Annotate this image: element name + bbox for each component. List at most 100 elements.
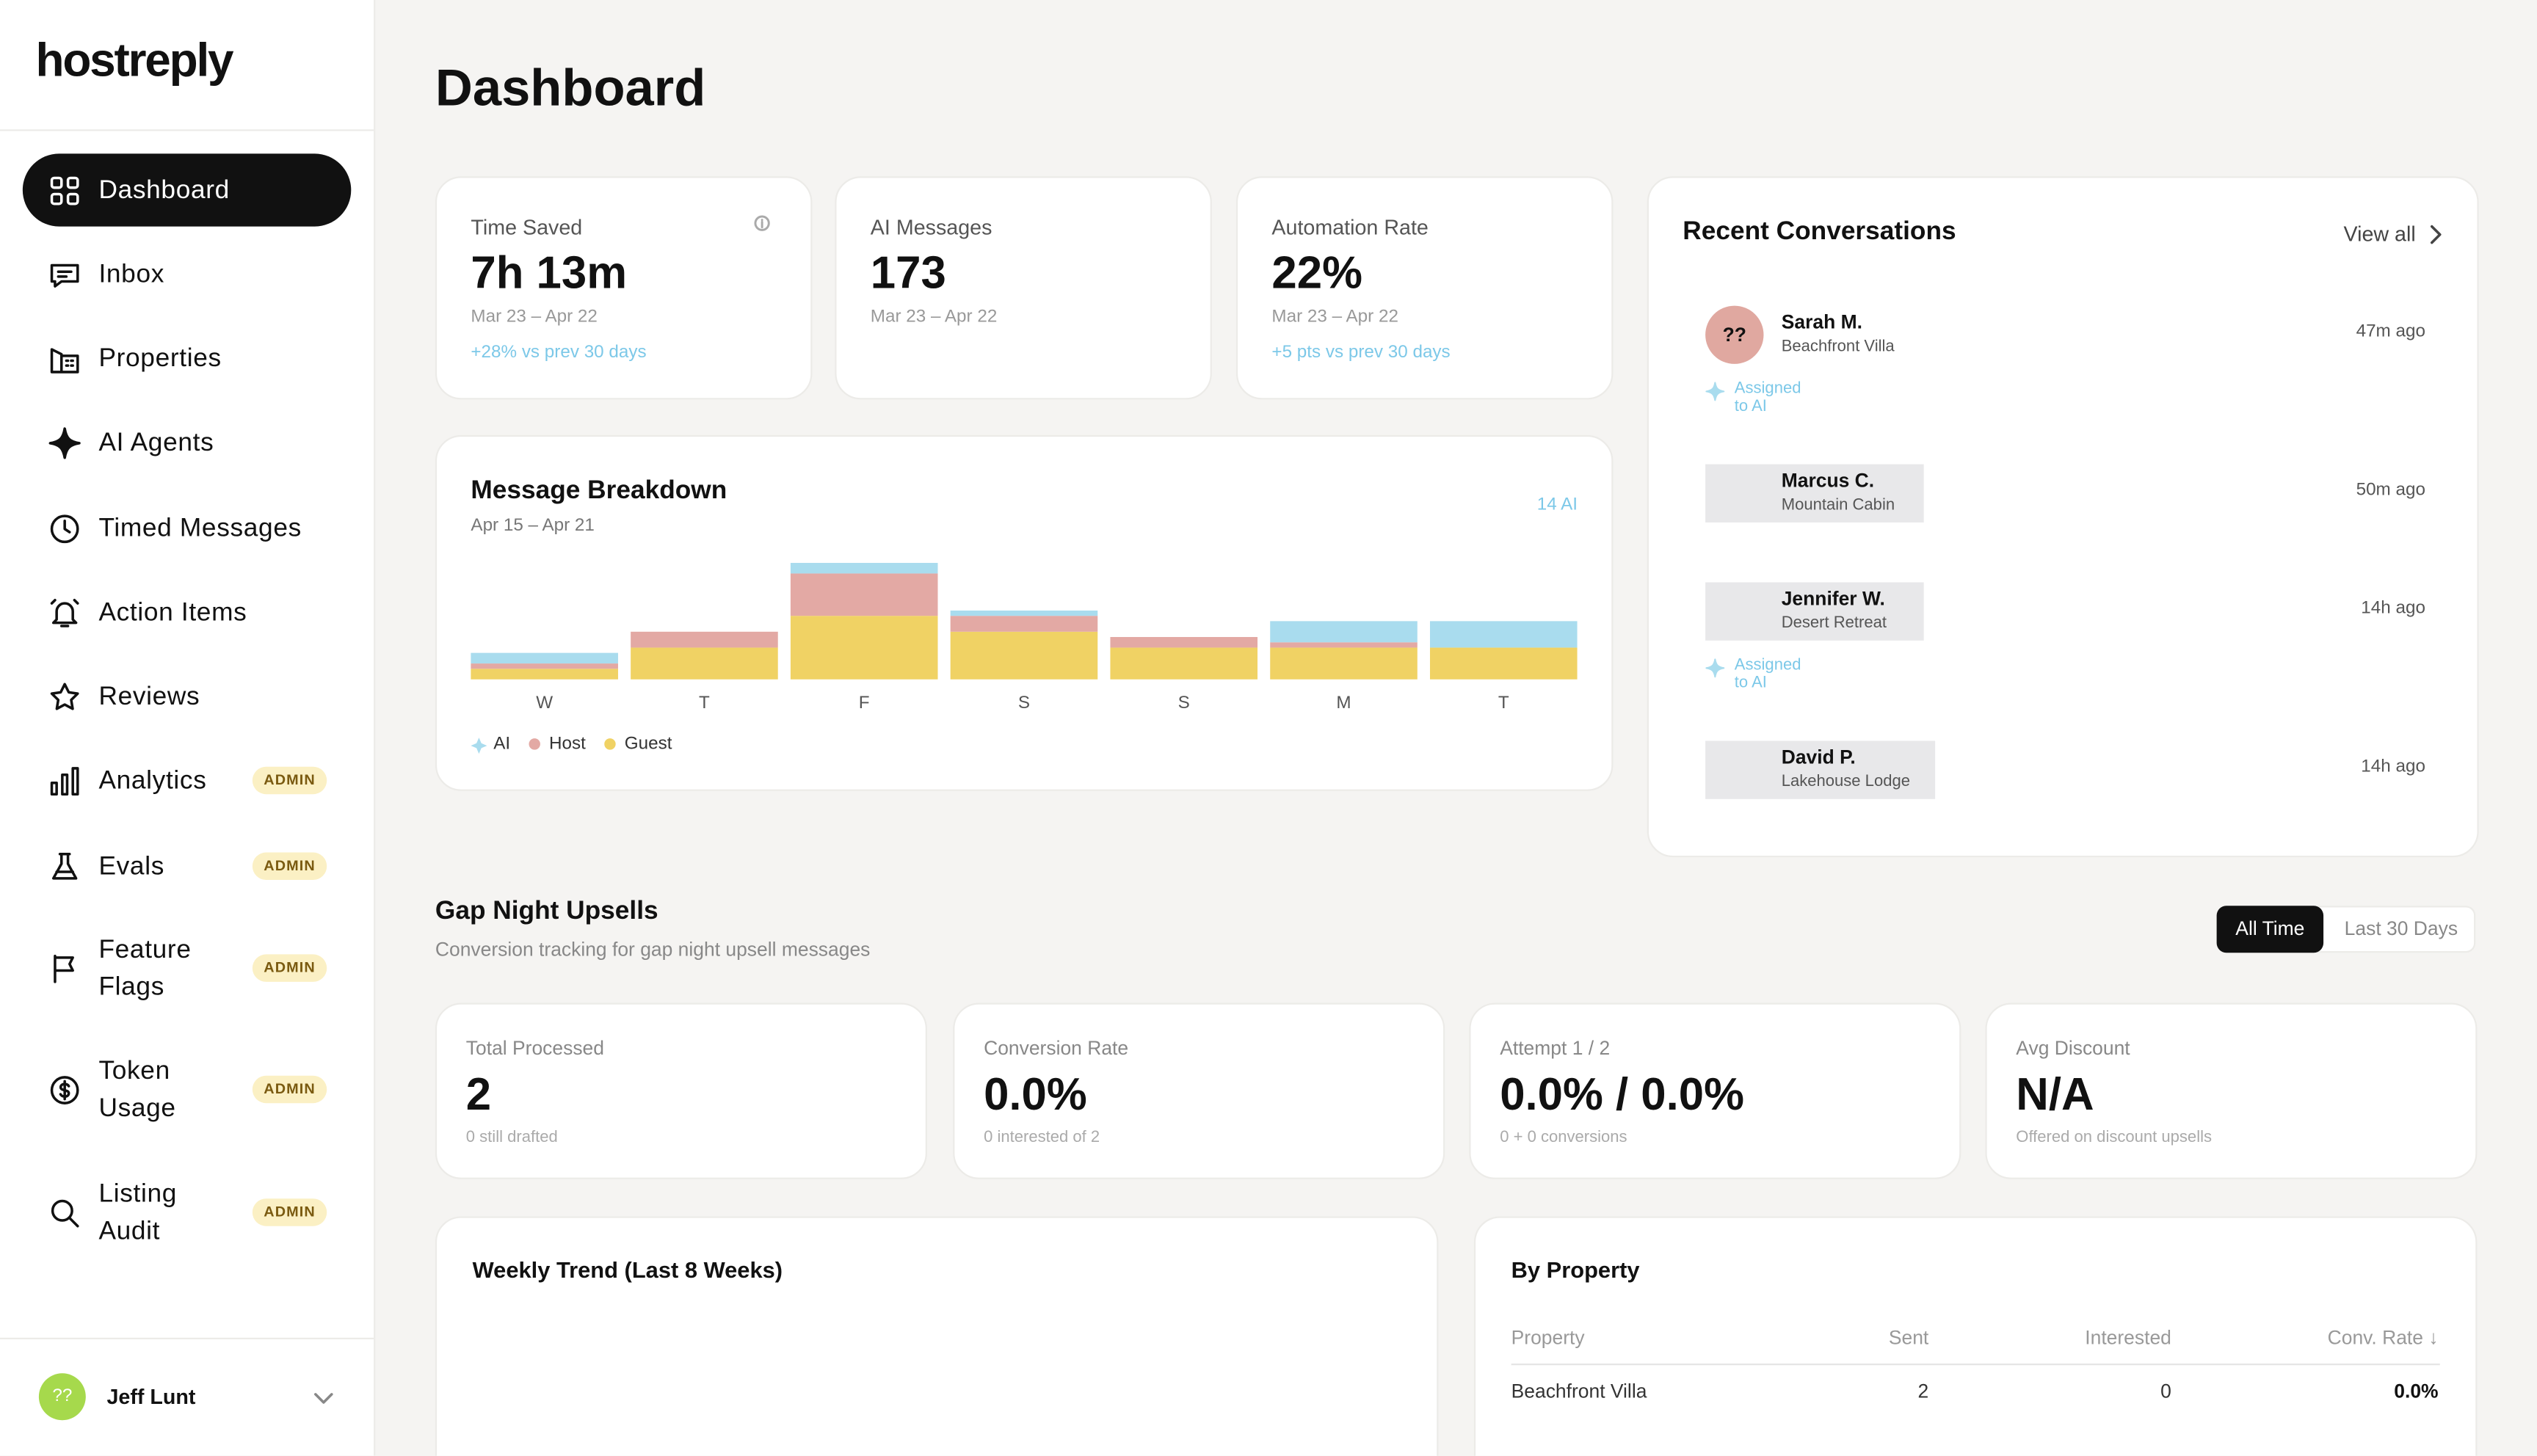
bar-segment <box>631 647 778 680</box>
nav-item[interactable]: Reviews <box>23 660 351 732</box>
nav-label: Dashboard <box>98 176 230 204</box>
icon <box>54 953 74 983</box>
view-all-link[interactable]: View all <box>2343 221 2416 247</box>
nav-label: Reviews <box>98 682 200 710</box>
guest-name: Sarah M. <box>1781 310 1862 334</box>
bar-segment <box>1270 621 1418 643</box>
x-tick-label: T <box>1498 693 1509 713</box>
icon <box>50 514 79 543</box>
x-tick-label: W <box>536 693 553 713</box>
icon <box>1705 382 1725 401</box>
nav-item[interactable]: Feature Flags ADMIN <box>23 932 351 1005</box>
x-tick-label: M <box>1336 693 1351 713</box>
guest-name: Marcus C. <box>1781 469 1875 492</box>
nav-label: Listing Audit <box>98 1179 178 1245</box>
table-cell: 0 <box>2160 1380 2171 1402</box>
bar-segment <box>1429 647 1578 680</box>
icon <box>754 215 770 231</box>
nav-item[interactable]: Evals ADMIN <box>23 830 351 903</box>
nav-item[interactable]: Properties <box>23 322 351 395</box>
avatar-placeholder <box>1705 740 1935 799</box>
metric-card: Conversion Rate 0.0% 0 interested of 2 <box>953 1002 1445 1179</box>
conversation-row[interactable]: Jennifer W. Desert Retreat 14h ago <box>1705 580 2425 642</box>
bar-segment <box>471 663 618 669</box>
table-header: Interested <box>2085 1326 2171 1350</box>
card-title: Recent Conversations <box>1683 218 1956 247</box>
table-header: Property <box>1511 1326 1585 1350</box>
sidebar: hostreply Dashboard Inbox Properties AI Age… <box>0 0 376 1456</box>
admin-badge: ADMIN <box>252 954 327 982</box>
user-menu[interactable]: ?? Jeff Lunt <box>38 1372 346 1421</box>
nav-item[interactable]: Token Usage ADMIN <box>23 1053 351 1126</box>
admin-badge: ADMIN <box>252 766 327 795</box>
metric-label: Avg Discount <box>2016 1036 2130 1060</box>
stat-change: +28% vs prev 30 days <box>471 343 647 363</box>
icon <box>50 1075 79 1104</box>
table-header: Conv. Rate ↓ <box>2327 1326 2439 1350</box>
nav-label: Inbox <box>98 260 165 288</box>
stat-change: +5 pts vs prev 30 days <box>1271 343 1451 363</box>
user-avatar: ?? <box>38 1373 86 1421</box>
nav-label: Evals <box>98 852 164 881</box>
stat-label: Automation Rate <box>1271 215 1429 240</box>
nav-item[interactable]: Action Items <box>23 576 351 649</box>
bar-segment <box>471 669 618 680</box>
tab[interactable]: Last 30 Days <box>2344 917 2458 940</box>
table-cell: Beachfront Villa <box>1511 1380 1647 1402</box>
nav-label: AI Agents <box>98 429 214 456</box>
conversation-row[interactable]: Marcus C. Mountain Cabin 50m ago <box>1705 462 2425 524</box>
table-cell: 0.0% <box>2394 1380 2439 1402</box>
icon <box>50 263 79 287</box>
conversation-time: 50m ago <box>2356 480 2425 500</box>
metric-note: 0 still drafted <box>465 1129 558 1147</box>
time-range-tabs: All Time Last 30 Days <box>2216 906 2476 953</box>
conversation-time: 47m ago <box>2356 321 2425 342</box>
bar-segment <box>790 563 938 574</box>
nav-item[interactable]: Analytics ADMIN <box>23 744 351 817</box>
icon <box>51 1198 79 1227</box>
legend-label: Guest <box>625 733 672 753</box>
nav-label: Action Items <box>98 598 247 626</box>
tab[interactable]: All Time <box>2216 906 2324 953</box>
conversation-time: 14h ago <box>2361 598 2425 618</box>
stat-card: AI Messages 173 Mar 23 – Apr 22 <box>835 176 1212 400</box>
legend-marker <box>471 738 487 754</box>
nav-item[interactable]: Dashboard <box>22 153 352 227</box>
icon <box>50 347 79 373</box>
stat-value: 22% <box>1271 247 1362 298</box>
x-tick-label: F <box>859 693 870 713</box>
property-name: Desert Retreat <box>1781 614 1887 633</box>
admin-badge: ADMIN <box>252 1075 327 1104</box>
assigned-label: Assigned to AI <box>1734 656 1801 693</box>
conversation-row[interactable]: David P. Lakehouse Lodge 14h ago <box>1705 739 2425 801</box>
nav-item[interactable]: Inbox <box>23 238 351 310</box>
metric-value: N/A <box>2016 1069 2094 1120</box>
weekly-trend-card: Weekly Trend (Last 8 Weeks) <box>435 1216 1439 1456</box>
card-title: Weekly Trend (Last 8 Weeks) <box>472 1256 783 1283</box>
admin-badge: ADMIN <box>252 1198 327 1226</box>
legend-marker <box>529 738 540 750</box>
nav-label: Feature Flags <box>98 936 192 1001</box>
bar-segment <box>631 631 778 648</box>
card-title: Message Breakdown <box>471 477 727 505</box>
conversation-avatar: ?? <box>1705 305 1764 364</box>
message-breakdown-card: Message Breakdown Apr 15 – Apr 21 14 AI W T F… <box>435 434 1614 791</box>
bar-segment <box>471 652 618 664</box>
nav-item[interactable]: AI Agents <box>23 406 351 478</box>
nav-item[interactable]: Timed Messages <box>23 492 351 564</box>
icon <box>50 175 79 205</box>
bar-segment <box>1270 647 1418 680</box>
bar-segment <box>950 616 1098 632</box>
conversation-time: 14h ago <box>2361 757 2425 776</box>
nav-item[interactable]: Listing Audit ADMIN <box>23 1176 351 1248</box>
metric-note: 0 interested of 2 <box>984 1129 1100 1147</box>
by-property-card: By Property Property Sent Interested Conv. R… <box>1473 1216 2478 1456</box>
metric-note: 0 + 0 conversions <box>1500 1129 1627 1147</box>
avatar-placeholder <box>1705 582 1925 641</box>
nav-label: Properties <box>98 344 222 372</box>
chart: W T F S S M T AI Host Guest <box>471 563 1578 754</box>
conversation-row[interactable]: ?? Sarah M. Beachfront Villa 47m ago <box>1705 304 2425 365</box>
property-name: Beachfront Villa <box>1781 338 1895 356</box>
bar-segment <box>950 631 1098 680</box>
brand-logo[interactable]: hostreply <box>35 35 233 88</box>
